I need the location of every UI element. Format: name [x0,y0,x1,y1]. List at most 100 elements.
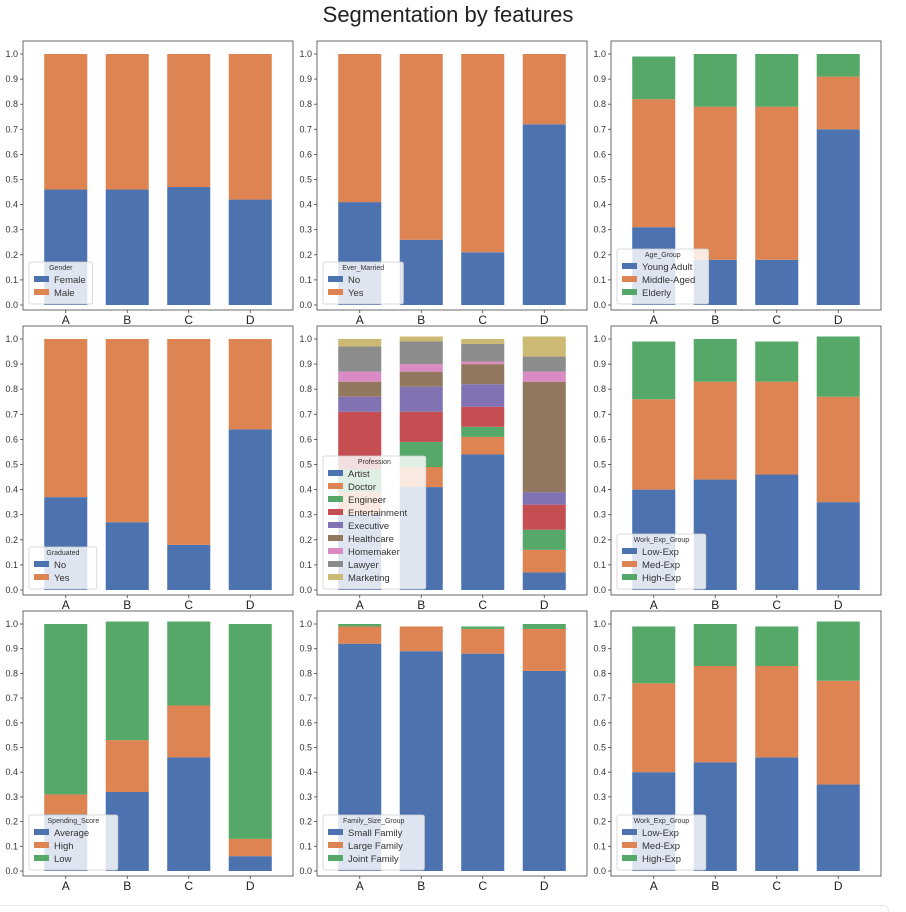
legend-entry: Young Adult [642,262,693,273]
x-tick-label: D [540,879,549,893]
bar-segment-D-no [228,429,272,590]
y-tick-label: 0.1 [299,275,312,285]
bar-segment-C-small-family [461,653,505,871]
bar-segment-C-engineer [461,426,505,437]
legend-swatch [622,829,637,835]
legend-box [322,261,404,305]
bar-segment-C-homemaker [461,361,505,365]
x-tick-label: B [123,313,131,327]
y-tick-label: 0.4 [299,200,312,210]
bar-segment-D-doctor [522,549,566,573]
y-tick-label: 0.9 [593,644,606,654]
bar-segment-C-marketing [461,339,505,345]
legend: Graduated No Yes [28,546,98,590]
y-tick-label: 0.0 [593,866,606,876]
x-tick-label: B [711,313,719,327]
legend-swatch [328,522,343,528]
y-tick-label: 1.0 [5,619,18,629]
legend: Family_Size_Group Small Family Large Famil… [322,814,425,871]
chart-panel-2: 0.0 0.1 0.2 0.3 0.4 0.5 0.6 0.7 0.8 0.9 1.0 A B C D Eve… [299,40,588,327]
y-tick-label: 0.5 [299,743,312,753]
y-tick-label: 0.8 [593,668,606,678]
bar-segment-D-marketing [522,336,566,357]
bar-segment-B-homemaker [399,364,443,372]
bar-segment-C-low-exp [755,474,799,590]
bar-segment-A-male [44,54,88,190]
legend-swatch [622,289,637,295]
y-tick-label: 0.0 [5,585,18,595]
y-tick-label: 1.0 [593,49,606,59]
bar-segment-D-high-exp [816,336,860,397]
y-tick-label: 0.5 [299,460,312,470]
legend-swatch [622,842,637,848]
bar-segment-C-lawyer [461,344,505,362]
y-tick-label: 0.1 [593,560,606,570]
bar-segment-A-middle-aged [632,99,676,228]
y-tick-label: 0.0 [299,585,312,595]
y-tick-label: 0.0 [593,585,606,595]
legend-swatch [328,496,343,502]
y-tick-label: 0.6 [5,149,18,159]
y-tick-label: 0.7 [299,693,312,703]
legend-entry: Med-Exp [642,560,680,571]
legend-swatch [328,289,343,295]
y-tick-label: 0.2 [299,817,312,827]
y-tick-label: 0.5 [593,175,606,185]
legend-swatch [622,548,637,554]
legend-swatch [34,855,49,861]
y-tick-label: 1.0 [299,619,312,629]
legend-entry: Executive [348,521,389,532]
bar-segment-A-med-exp [632,399,676,490]
y-tick-label: 1.0 [299,334,312,344]
x-tick-label: C [478,879,487,893]
bar-segment-D-large-family [522,628,566,671]
bar-segment-A-high-exp [632,341,676,400]
y-tick-label: 0.4 [593,200,606,210]
bar-segment-A-med-exp [632,683,676,773]
bar-segment-D-yes [522,54,566,125]
chart-panel-5: 0.0 0.1 0.2 0.3 0.4 0.5 0.6 0.7 0.8 0.9 1.0 A B C D Pro… [299,325,588,612]
y-tick-label: 0.2 [593,817,606,827]
legend-title: Age_Group [645,252,681,259]
bar-segment-C-high [167,705,211,758]
y-tick-label: 0.3 [593,225,606,235]
bar-segment-D-med-exp [816,680,860,785]
legend-box [616,814,707,871]
legend-entry: Large Family [348,841,403,852]
legend: Ever_Married No Yes [322,261,404,305]
legend-box [616,533,707,590]
y-tick-label: 0.2 [593,250,606,260]
y-tick-label: 0.8 [299,99,312,109]
legend-entry: Yes [348,288,364,299]
y-tick-label: 0.7 [299,124,312,134]
x-tick-label: B [711,598,719,612]
y-tick-label: 0.4 [5,200,18,210]
y-tick-label: 0.3 [5,225,18,235]
y-tick-label: 0.7 [593,409,606,419]
legend-box [28,814,119,871]
legend-swatch [34,289,49,295]
x-tick-label: A [650,313,658,327]
x-tick-label: B [123,879,131,893]
y-tick-label: 0.4 [5,485,18,495]
x-tick-label: C [478,313,487,327]
y-tick-label: 0.7 [5,693,18,703]
x-tick-label: D [246,313,255,327]
x-tick-label: B [417,879,425,893]
y-tick-label: 0.5 [299,175,312,185]
y-tick-label: 0.1 [5,841,18,851]
legend-entry: Average [54,828,89,839]
y-tick-label: 0.9 [5,644,18,654]
y-tick-label: 0.6 [5,718,18,728]
bar-segment-D-small-family [522,670,566,871]
bar-segment-A-marketing [338,339,382,347]
bar-segment-B-no [399,239,443,305]
legend-title: Ever_Married [342,265,384,272]
y-tick-label: 0.3 [5,510,18,520]
legend-entry: Middle-Aged [642,275,695,286]
y-tick-label: 0.3 [299,510,312,520]
x-tick-label: D [246,879,255,893]
legend-entry: Low-Exp [642,547,679,558]
bar-segment-C-joint-family [461,626,505,629]
legend-swatch [622,855,637,861]
